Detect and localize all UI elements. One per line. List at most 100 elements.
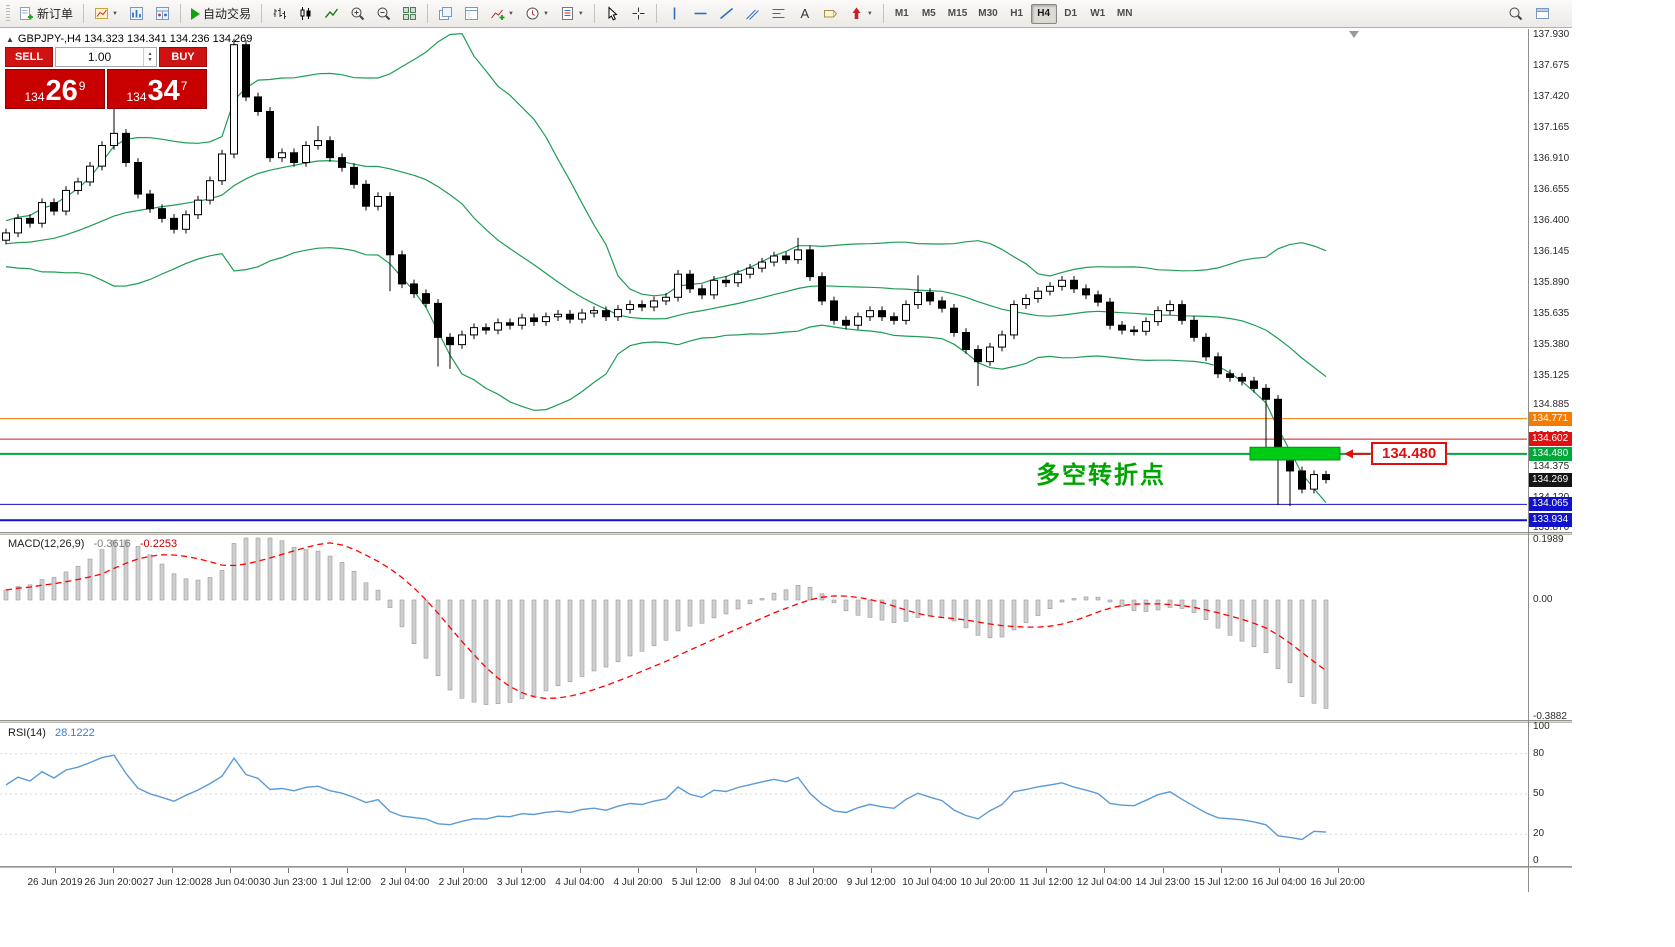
templates-button[interactable]: ▼ (555, 3, 589, 25)
channel-tool-button[interactable] (740, 3, 765, 25)
template-icon (561, 7, 573, 20)
indicators-button[interactable]: ▼ (485, 3, 519, 25)
sell-button[interactable]: SELL (5, 47, 53, 67)
sell-price-prefix: 134 (24, 90, 45, 104)
time-label: 11 Jul 12:00 (1019, 877, 1073, 888)
cascade-windows-icon (438, 7, 452, 20)
panel-divider[interactable] (0, 720, 1572, 723)
macd-name: MACD(12,26,9) (8, 538, 85, 550)
cursor-icon (608, 6, 618, 21)
bar-chart-mode-button[interactable] (267, 3, 292, 25)
volume-spinner[interactable]: ▲ ▼ (143, 48, 156, 66)
text-label-tool-button[interactable] (818, 3, 843, 25)
tile-windows-button[interactable] (397, 3, 422, 25)
autotrading-button[interactable]: 自动交易 (186, 3, 256, 25)
fibonacci-tool-button[interactable] (766, 3, 791, 25)
price-tick: 137.675 (1533, 59, 1570, 71)
toolbar-grip[interactable] (6, 4, 10, 23)
vertical-line-tool-button[interactable] (662, 3, 687, 25)
market-watch-button[interactable] (150, 3, 175, 25)
toolbar-separator (179, 4, 181, 23)
time-tick (929, 868, 931, 873)
symbol-ohlc-line: ▲ GBPJPY-,H4 134.323 134.341 134.236 134… (6, 33, 252, 45)
volume-input[interactable]: 1.00 ▲ ▼ (55, 47, 157, 67)
timeframe-button-h1[interactable]: H1 (1004, 4, 1030, 24)
zoom-out-button[interactable] (371, 3, 396, 25)
main-chart[interactable] (0, 29, 1527, 532)
new-window-button[interactable] (1530, 3, 1555, 25)
text-tool-icon: A (800, 6, 809, 21)
price-tick: 134.375 (1533, 460, 1570, 472)
new-order-icon (20, 7, 33, 20)
trendline-tool-button[interactable] (714, 3, 739, 25)
rsi-panel[interactable] (0, 723, 1527, 866)
line-chart-mode-button[interactable] (319, 3, 344, 25)
new-chart-button[interactable]: ▼ (89, 3, 123, 25)
timeframe-button-m5[interactable]: M5 (916, 4, 942, 24)
volume-value[interactable]: 1.00 (87, 50, 112, 64)
buy-price-prefix: 134 (126, 90, 147, 104)
time-tick (1162, 868, 1164, 873)
play-icon (190, 7, 200, 20)
cursor-tool-button[interactable] (600, 3, 625, 25)
chevron-down-icon: ▼ (866, 10, 873, 17)
time-label: 2 Jul 20:00 (438, 877, 488, 888)
time-axis[interactable]: 26 Jun 2019 26 Jun 20:00 27 Jun 12:00 28 Ju… (0, 868, 1528, 894)
panel-collapse-icon[interactable]: ▲ (6, 34, 14, 44)
spinner-down-icon[interactable]: ▼ (147, 57, 153, 63)
price-tag: 134.480 (1529, 446, 1573, 461)
toolbar-separator (593, 4, 595, 23)
rsi-value: 28.1222 (54, 727, 95, 739)
arrows-tool-button[interactable]: ▼ (844, 3, 878, 25)
time-label: 4 Jul 04:00 (555, 877, 605, 888)
time-tick (346, 868, 348, 873)
new-order-button[interactable]: 新订单 (14, 3, 78, 25)
chevron-down-icon: ▼ (542, 10, 549, 17)
timeframe-button-d1[interactable]: D1 (1058, 4, 1084, 24)
panel-divider[interactable] (0, 532, 1572, 535)
candlestick-mode-button[interactable] (293, 3, 318, 25)
text-tool-button[interactable]: A (792, 3, 817, 25)
spinner-up-icon[interactable]: ▲ (147, 51, 153, 57)
price-tag: 134.771 (1529, 411, 1573, 426)
crosshair-tool-button[interactable] (626, 3, 651, 25)
time-tick (171, 868, 173, 873)
zoom-in-button[interactable] (345, 3, 370, 25)
time-tick (987, 868, 989, 873)
profiles-button[interactable] (124, 3, 149, 25)
cascade-windows-button[interactable] (433, 3, 458, 25)
timeframe-button-m30[interactable]: M30 (973, 4, 1002, 24)
channel-icon (745, 9, 759, 20)
timeframe-button-m1[interactable]: M1 (889, 4, 915, 24)
price-tick: 136.910 (1533, 152, 1570, 164)
search-button[interactable] (1503, 3, 1528, 25)
time-label: 8 Jul 20:00 (788, 877, 838, 888)
time-tick (463, 868, 465, 873)
time-label: 4 Jul 20:00 (613, 877, 663, 888)
time-tick (229, 868, 231, 873)
buy-price-button[interactable]: 134 34 7 (107, 69, 207, 109)
macd-signal-value: -0.2253 (139, 538, 178, 550)
new-chart-icon (95, 8, 109, 19)
time-tick (638, 868, 639, 873)
time-label: 30 Jun 23:00 (259, 877, 318, 888)
time-tick (1104, 868, 1106, 873)
trendline-icon (719, 7, 733, 20)
time-tick (579, 868, 581, 873)
zoom-in-icon (351, 7, 365, 21)
macd-panel[interactable] (0, 535, 1527, 720)
autoscroll-marker-icon[interactable] (1349, 31, 1359, 38)
price-tag: 134.602 (1529, 432, 1573, 447)
timeframe-button-w1[interactable]: W1 (1085, 4, 1111, 24)
timeframe-button-h4[interactable]: H4 (1030, 3, 1057, 24)
time-label: 5 Jul 12:00 (671, 877, 721, 888)
sell-price-button[interactable]: 134 26 9 (5, 69, 105, 109)
timeframe-button-m15[interactable]: M15 (943, 4, 972, 24)
horizontal-line-tool-button[interactable] (688, 3, 713, 25)
timeframe-button-mn[interactable]: MN (1112, 4, 1138, 24)
buy-button[interactable]: BUY (159, 47, 207, 67)
chevron-down-icon: ▼ (577, 10, 584, 17)
panel-divider (0, 866, 1572, 868)
periods-button[interactable]: ▼ (520, 3, 554, 25)
data-window-button[interactable] (459, 3, 484, 25)
